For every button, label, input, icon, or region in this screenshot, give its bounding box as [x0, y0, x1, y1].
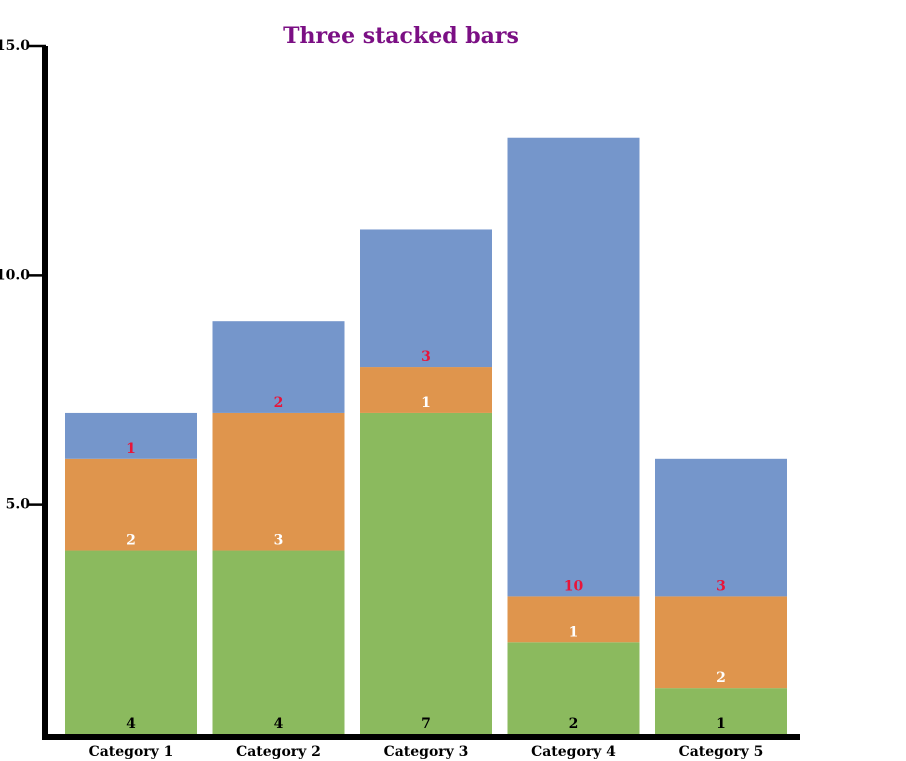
data-label: 2	[569, 716, 579, 732]
x-tick-label: Category 4	[531, 744, 616, 760]
data-label: 2	[716, 670, 726, 686]
data-label: 3	[421, 349, 431, 365]
y-tick-label: 5.0	[6, 497, 31, 513]
bar-segment	[360, 229, 492, 368]
data-label: 3	[716, 578, 726, 594]
data-labels-layer: 4 2 1 4 3 2 7 1 3 2 1 10 1 2 3	[126, 349, 726, 732]
bar-segment	[655, 458, 787, 597]
y-tick-label: 10.0	[0, 267, 30, 283]
y-ticks-layer: 5.0 10.0 15.0	[0, 38, 46, 513]
x-tick-label: Category 2	[236, 744, 321, 760]
bar-segment	[360, 412, 492, 734]
data-label: 2	[126, 533, 136, 549]
data-label: 1	[126, 441, 136, 457]
y-tick-label: 15.0	[0, 38, 30, 54]
bar-segment	[65, 550, 197, 734]
chart-title: Three stacked bars	[283, 23, 519, 49]
data-label: 4	[274, 716, 284, 732]
x-labels-layer: Category 1 Category 2 Category 3 Category 4…	[89, 744, 764, 760]
data-label: 2	[274, 395, 284, 411]
x-tick-label: Category 3	[384, 744, 469, 760]
bar-segment	[655, 596, 787, 689]
data-label: 1	[569, 624, 579, 640]
bar-segment	[655, 688, 787, 734]
data-label: 1	[421, 395, 431, 411]
bar-segment	[212, 321, 345, 413]
data-label: 1	[716, 716, 726, 732]
x-tick-label: Category 1	[89, 744, 174, 760]
bar-segment	[507, 596, 640, 643]
data-label: 10	[564, 578, 584, 594]
bar-segment	[65, 458, 197, 551]
data-label: 4	[126, 716, 136, 732]
bar-segment	[212, 550, 345, 734]
bar-segment	[212, 412, 345, 551]
x-tick-label: Category 5	[679, 744, 764, 760]
data-label: 3	[274, 533, 284, 549]
bar-segment	[360, 367, 492, 413]
data-label: 7	[421, 716, 431, 732]
bar-segment	[65, 412, 197, 459]
bar-segment	[507, 137, 640, 597]
bars-layer	[65, 137, 787, 734]
bar-segment	[507, 642, 640, 734]
axes-layer	[42, 46, 800, 740]
